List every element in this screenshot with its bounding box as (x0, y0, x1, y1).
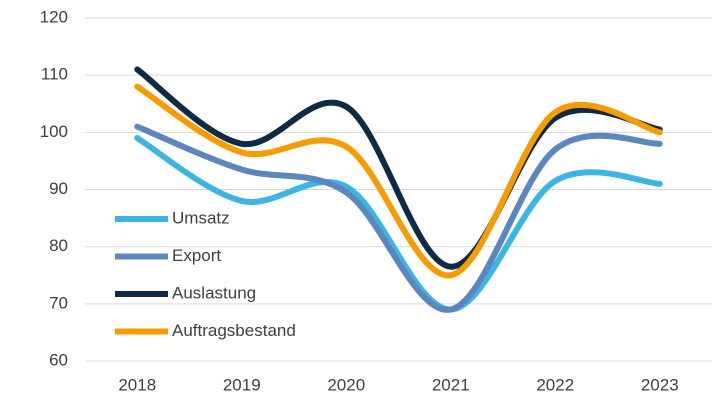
legend-label: Umsatz (172, 208, 230, 227)
x-tick-label: 2021 (432, 375, 470, 394)
legend-label: Export (172, 246, 221, 265)
x-tick-label: 2022 (536, 375, 574, 394)
x-tick-label: 2018 (118, 375, 156, 394)
y-tick-label: 80 (49, 236, 68, 255)
legend-label: Auftragsbestand (172, 321, 296, 340)
series-line (134, 123, 663, 313)
series-line (134, 83, 663, 279)
x-tick-label: 2020 (327, 375, 365, 394)
y-tick-label: 70 (49, 293, 68, 312)
series-line (134, 135, 663, 313)
y-tick-label: 100 (40, 122, 68, 141)
y-tick-label: 60 (49, 350, 68, 369)
x-tick-label: 2019 (223, 375, 261, 394)
y-tick-label: 110 (41, 65, 68, 84)
series-line (134, 66, 663, 270)
y-tick-label: 90 (49, 179, 68, 198)
x-tick-label: 2023 (641, 375, 679, 394)
legend-label: Auslastung (172, 283, 256, 302)
y-tick-label: 120 (40, 7, 68, 26)
